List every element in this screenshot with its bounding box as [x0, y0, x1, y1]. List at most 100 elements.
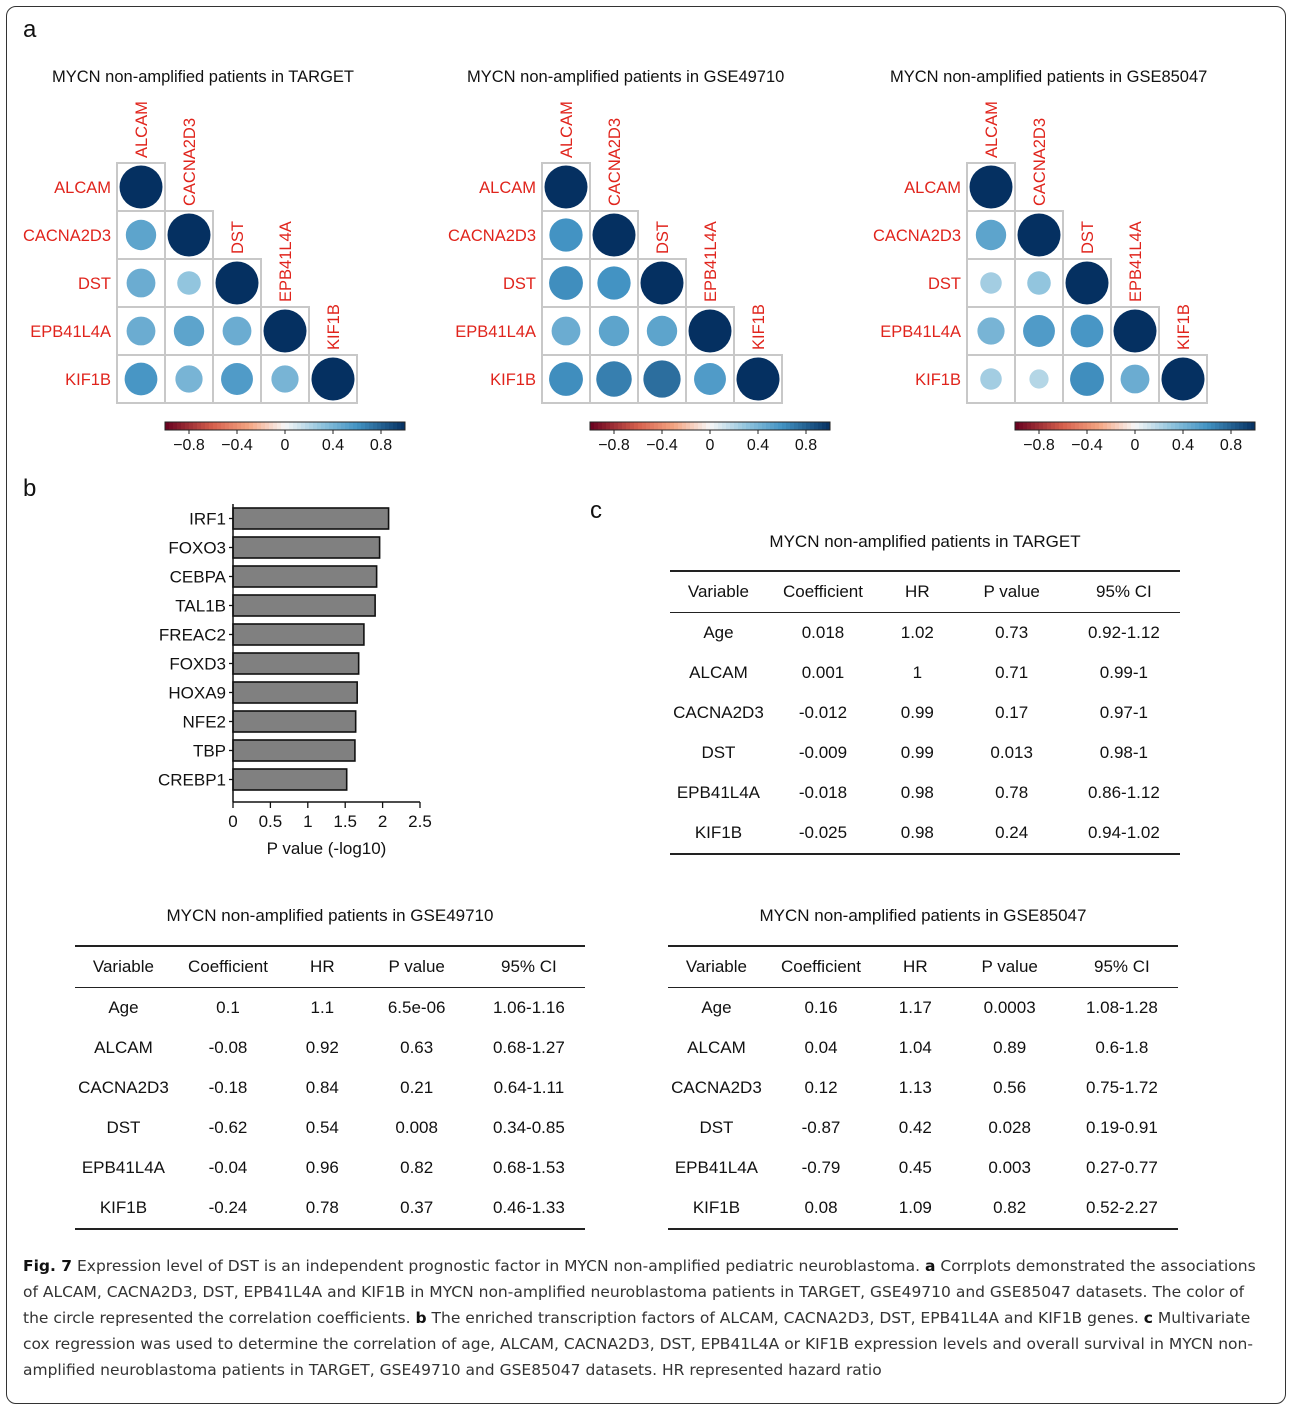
table-row: CACNA2D3 -0.18 0.84 0.21 0.64-1.11: [75, 1068, 585, 1108]
corr-cell: [733, 354, 783, 404]
colorbar-segment: [750, 422, 755, 430]
colorbar-segment: [810, 422, 815, 430]
bar: [232, 739, 356, 762]
corr-circle: [549, 218, 583, 252]
column-label: ALCAM: [558, 101, 576, 158]
bar-label: CEBPA: [170, 568, 227, 587]
colorbar-segment: [1027, 422, 1032, 430]
colorbar-segment: [1171, 422, 1176, 430]
colorbar-segment: [602, 422, 607, 430]
colorbar-segment: [606, 422, 611, 430]
table-cell: 0.86-1.12: [1087, 783, 1160, 802]
colorbar-segment: [690, 422, 695, 430]
row-label: EPB41L4A: [30, 323, 111, 341]
colorbar-segment: [826, 422, 831, 430]
table-cell: DST: [699, 1118, 734, 1137]
colorbar-segment: [1179, 422, 1184, 430]
colorbar-segment: [213, 422, 218, 430]
colorbar-segment: [321, 422, 326, 430]
colorbar-segment: [694, 422, 699, 430]
corr-circle: [1161, 357, 1205, 401]
colorbar-segment: [1243, 422, 1248, 430]
colorbar-segment: [1215, 422, 1220, 430]
corr-circle: [126, 316, 156, 346]
colorbar-segment: [594, 422, 599, 430]
table-cell: -0.18: [208, 1078, 248, 1097]
table-cell: 0.96: [305, 1158, 339, 1177]
table-cell: KIF1B: [75, 1188, 172, 1230]
colorbar-segment: [818, 422, 823, 430]
colorbar-segment: [353, 422, 358, 430]
corr-circle: [688, 309, 732, 353]
colorbar-segment: [1091, 422, 1096, 430]
bar-label: TBP: [193, 742, 226, 761]
cox-table-target: Variable Coefficient HR P value 95% CI Age 0.0…: [670, 570, 1180, 855]
colorbar-segment: [397, 422, 402, 430]
bar-label: FOXD3: [169, 655, 226, 674]
colorbar-segment: [1167, 422, 1172, 430]
colorbar-segment: [774, 422, 779, 430]
column-label: ALCAM: [983, 101, 1001, 158]
table-cell: -0.62: [208, 1118, 248, 1137]
corr-circle: [1070, 314, 1104, 348]
colorbar-segment: [698, 422, 703, 430]
colorbar-segment: [674, 422, 679, 430]
table-cell: 0.45: [898, 1158, 932, 1177]
colorbar-segment: [1071, 422, 1076, 430]
caption-label-b: b: [415, 1309, 427, 1327]
corr-circle: [544, 165, 588, 209]
x-tick-label: 2.5: [408, 812, 432, 831]
corr-circle: [222, 316, 252, 346]
colorbar-segment: [742, 422, 747, 430]
row-label: CACNA2D3: [448, 227, 536, 245]
table-cell: 0.94-1.02: [1067, 813, 1180, 855]
table-row: ALCAM 0.001 1 0.71 0.99-1: [670, 653, 1180, 693]
colorbar-segment: [798, 422, 803, 430]
table-cell: DST: [701, 743, 736, 762]
table-cell: 0.78: [284, 1188, 361, 1230]
table-cell: 0.08: [764, 1188, 878, 1230]
table-cell: 0.92-1.12: [1087, 623, 1160, 642]
table-cell: EPB41L4A: [81, 1158, 166, 1177]
caption-text-a: Corrplots demonstrated the associations …: [23, 1257, 1256, 1327]
column-header: HR: [877, 945, 954, 988]
colorbar-segment: [1039, 422, 1044, 430]
colorbar-segment: [1155, 422, 1160, 430]
table-cell: 0.17: [995, 703, 1029, 722]
bar: [232, 681, 358, 704]
colorbar-segment: [1031, 422, 1036, 430]
corr-circle: [549, 362, 583, 396]
colorbar-segment: [1235, 422, 1240, 430]
table-cell: 0.24: [955, 813, 1068, 855]
table-cell: 0.82: [400, 1158, 434, 1177]
colorbar-tick-label: −0.4: [221, 437, 253, 450]
colorbar-segment: [670, 422, 675, 430]
corr-circle: [549, 266, 583, 300]
table-cell: 1: [912, 663, 923, 682]
colorbar-segment: [281, 422, 286, 430]
table-cell: KIF1B: [670, 813, 767, 855]
colorbar-segment: [1131, 422, 1136, 430]
colorbar-segment: [766, 422, 771, 430]
panel-label-c: c: [590, 497, 602, 524]
colorbar-segment: [1227, 422, 1232, 430]
colorbar-segment: [1187, 422, 1192, 430]
table-cell: 1.08-1.28: [1085, 998, 1158, 1017]
colorbar-segment: [662, 422, 667, 430]
colorbar-segment: [241, 422, 246, 430]
colorbar-segment: [1103, 422, 1108, 430]
colorbar-segment: [389, 422, 394, 430]
colorbar-segment: [806, 422, 811, 430]
corr-circle: [980, 272, 1002, 294]
table-cell: 0.63: [400, 1038, 434, 1057]
table-cell: 0.98: [900, 783, 934, 802]
column-header: HR: [879, 570, 956, 613]
x-tick-label: 1: [303, 812, 312, 831]
table-cell: KIF1B: [668, 1188, 765, 1230]
column-label: CACNA2D3: [1031, 118, 1049, 206]
table-row: DST -0.009 0.99 0.013 0.98-1: [670, 733, 1180, 773]
row-label: DST: [503, 275, 536, 293]
colorbar-segment: [189, 422, 194, 430]
table-cell: CACNA2D3: [673, 703, 764, 722]
colorbar-tick-label: 0.4: [1172, 437, 1194, 450]
